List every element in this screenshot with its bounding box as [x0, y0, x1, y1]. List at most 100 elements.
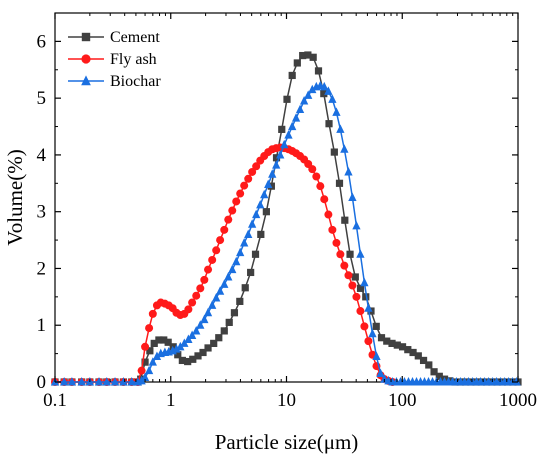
legend-label-biochar: Biochar — [110, 73, 161, 90]
data-point-biochar — [308, 84, 317, 94]
series-line-biochar — [55, 84, 517, 383]
data-point-biochar — [127, 377, 136, 386]
x-tick-label: 1 — [166, 390, 176, 411]
data-point-fly-ash — [200, 275, 209, 284]
data-point-fly-ash — [192, 291, 201, 300]
data-point-fly-ash — [137, 366, 146, 375]
data-point-fly-ash — [348, 281, 357, 290]
data-point-biochar — [94, 377, 104, 386]
data-point-biochar — [344, 167, 353, 176]
data-point-cement — [236, 297, 244, 305]
data-point-cement — [409, 348, 417, 357]
data-point-biochar — [187, 330, 197, 339]
data-point-fly-ash — [316, 182, 325, 191]
data-point-cement — [430, 368, 438, 376]
data-point-biochar — [200, 314, 209, 324]
plot-border — [54, 12, 519, 383]
data-point-fly-ash — [324, 210, 333, 219]
data-point-biochar — [360, 277, 369, 287]
x-tick-label: 1000 — [499, 390, 537, 411]
data-point-biochar — [252, 209, 261, 219]
y-tick-label: 1 — [37, 315, 47, 336]
data-point-cement — [251, 250, 260, 258]
series-layer — [50, 51, 522, 386]
data-point-cement — [146, 347, 154, 355]
data-point-biochar — [192, 325, 201, 335]
data-point-cement — [362, 293, 370, 301]
data-point-biochar — [260, 189, 269, 199]
data-point-biochar — [368, 328, 377, 338]
data-point-cement — [299, 51, 307, 60]
data-point-fly-ash — [196, 284, 205, 293]
data-point-cement — [293, 59, 301, 67]
data-point-cement — [346, 250, 354, 258]
data-point-cement — [435, 372, 443, 380]
data-point-cement — [241, 284, 249, 292]
data-point-cement — [210, 339, 218, 347]
data-point-cement — [220, 327, 228, 335]
data-point-cement — [230, 309, 239, 317]
data-point-fly-ash — [252, 162, 261, 171]
legend-label-fly-ash: Fly ash — [110, 51, 157, 68]
data-point-cement — [372, 322, 380, 330]
data-point-cement — [314, 67, 323, 75]
data-point-fly-ash — [236, 189, 245, 198]
data-point-cement — [419, 356, 428, 365]
data-point-cement — [404, 346, 412, 354]
data-point-fly-ash — [312, 172, 321, 181]
y-tick-label: 0 — [37, 372, 47, 393]
x-axis-title: Particle size(μm) — [215, 430, 359, 454]
data-point-cement — [262, 208, 270, 216]
data-point-fly-ash — [141, 342, 150, 351]
y-axis-title: Volume(%) — [3, 149, 27, 245]
data-point-cement — [141, 358, 149, 366]
data-point-biochar — [224, 272, 233, 281]
data-point-biochar — [148, 357, 157, 366]
series-line-cement — [55, 54, 518, 383]
data-point-cement — [160, 336, 168, 344]
legend-item-biochar: Biochar — [68, 73, 161, 90]
legend-marker-fly-ash — [81, 54, 91, 64]
data-point-biochar — [336, 124, 345, 133]
data-point-biochar — [240, 237, 249, 247]
data-point-cement — [189, 355, 197, 363]
data-point-cement — [278, 125, 286, 133]
data-point-biochar — [180, 338, 189, 347]
data-point-cement — [330, 148, 338, 156]
legend-label-cement: Cement — [110, 29, 160, 46]
data-point-fly-ash — [248, 167, 257, 176]
data-point-cement — [351, 273, 359, 281]
data-point-fly-ash — [336, 250, 345, 259]
data-point-fly-ash — [204, 265, 213, 274]
data-point-biochar — [244, 229, 253, 238]
data-point-biochar — [176, 341, 185, 351]
data-point-biochar — [304, 90, 313, 99]
data-point-biochar — [284, 130, 293, 139]
data-point-cement — [377, 334, 386, 342]
data-point-biochar — [220, 279, 229, 288]
data-point-biochar — [356, 249, 365, 258]
data-point-cement — [169, 343, 177, 351]
data-point-biochar — [102, 377, 111, 386]
data-point-fly-ash — [240, 181, 249, 190]
data-point-fly-ash — [364, 337, 373, 346]
data-point-biochar — [340, 144, 349, 153]
data-point-biochar — [215, 286, 225, 295]
data-point-biochar — [228, 264, 237, 274]
data-point-biochar — [332, 107, 341, 116]
data-point-fly-ash — [184, 305, 193, 314]
data-point-biochar — [144, 365, 154, 375]
data-point-biochar — [512, 377, 521, 386]
data-point-biochar — [67, 377, 77, 386]
data-point-biochar — [376, 368, 385, 378]
y-tick-label: 6 — [37, 31, 47, 52]
data-point-cement — [199, 348, 207, 357]
data-point-biochar — [212, 293, 221, 302]
data-point-fly-ash — [148, 309, 157, 318]
y-tick-label: 3 — [37, 202, 47, 223]
data-point-biochar — [172, 344, 181, 353]
legend: Cement Fly ash Biochar — [68, 29, 161, 90]
x-tick-label: 0.1 — [43, 390, 67, 411]
data-point-fly-ash — [212, 246, 221, 255]
